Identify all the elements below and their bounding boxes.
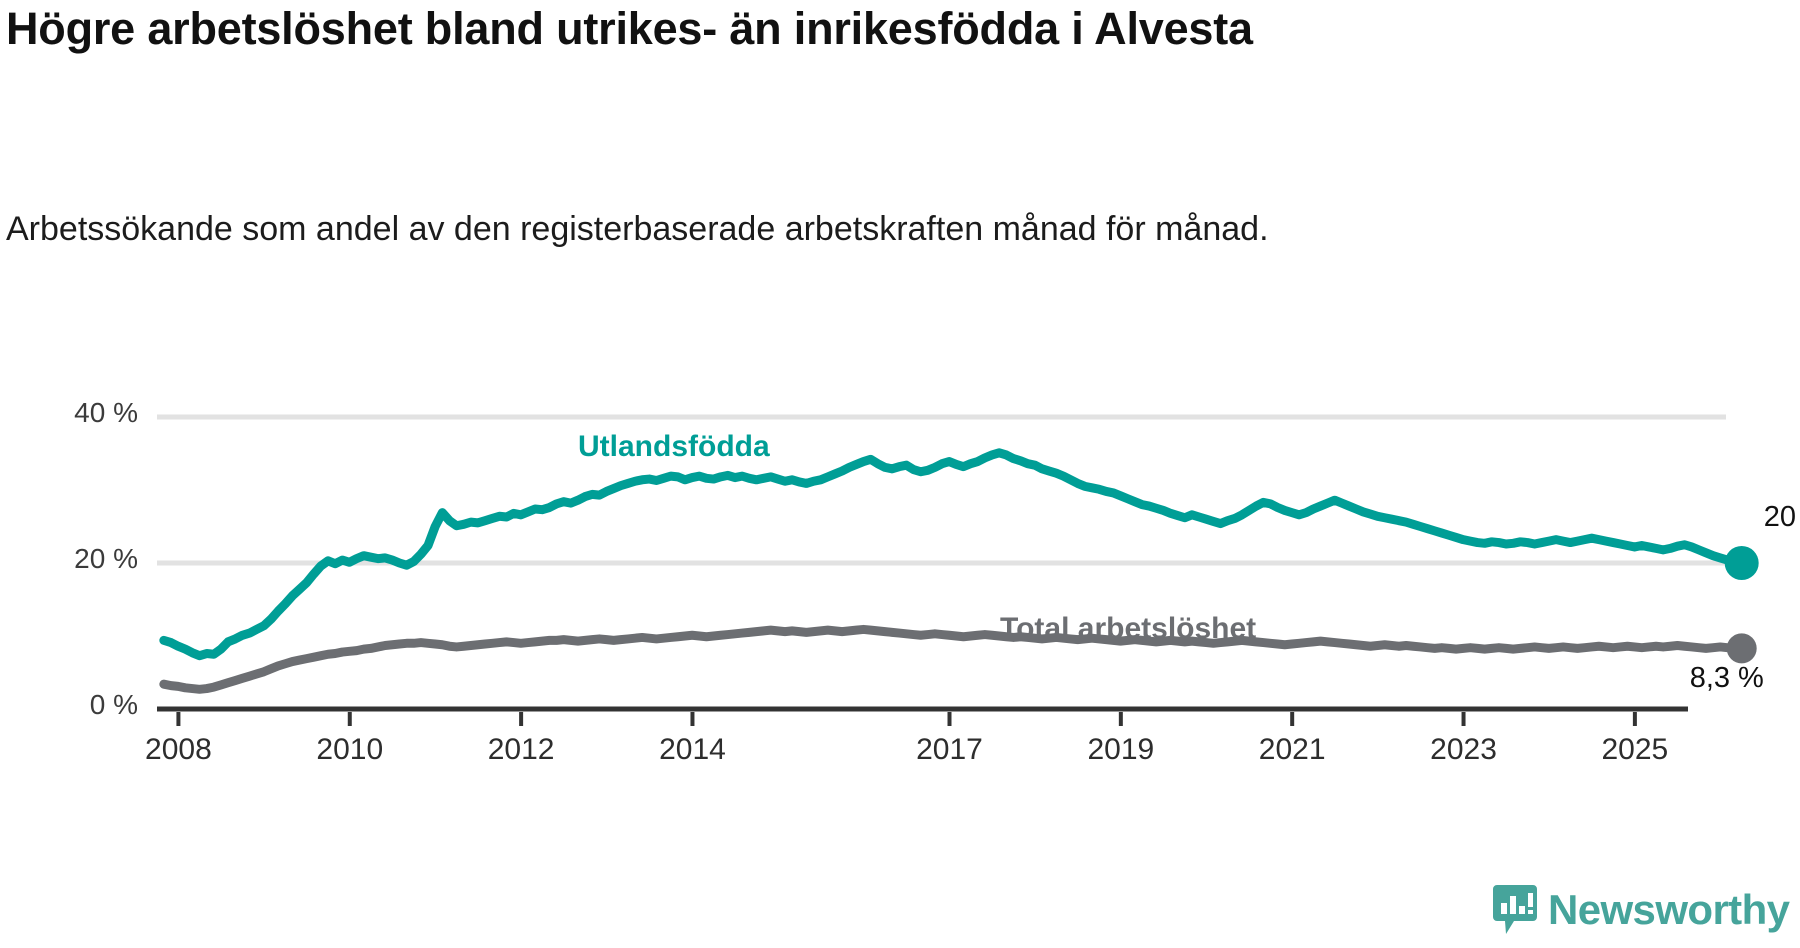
x-axis-tick-label: 2010 bbox=[316, 733, 384, 766]
x-axis-tick-label: 2012 bbox=[487, 733, 555, 766]
x-axis-ticks bbox=[176, 712, 1637, 726]
x-axis-tick-label: 2019 bbox=[1087, 733, 1155, 766]
y-axis-tick-label: 0 % bbox=[89, 689, 138, 720]
x-axis-tick-label: 2017 bbox=[916, 733, 983, 766]
newsworthy-wordmark: Newsworthy bbox=[1548, 886, 1790, 933]
y-axis-tick-label: 40 % bbox=[74, 397, 138, 428]
newsworthy-logo: Newsworthy bbox=[1492, 884, 1790, 936]
chart-title: Högre arbetslöshet bland utrikes- än inr… bbox=[6, 3, 1253, 54]
x-axis-tick-label: 2008 bbox=[145, 733, 212, 766]
x-axis-tick-label: 2025 bbox=[1601, 733, 1669, 766]
series-label-foreign: Utlandsfödda bbox=[578, 430, 770, 463]
series-line-foreign bbox=[159, 448, 1747, 661]
endpoint-value-total: 8,3 % bbox=[1689, 662, 1764, 695]
endpoint-value-foreign: 20 % bbox=[1763, 501, 1800, 533]
series-endpoint-total bbox=[1726, 633, 1757, 664]
y-axis-tick-label: 20 % bbox=[74, 543, 138, 574]
x-axis-tick-label: 2021 bbox=[1258, 733, 1326, 766]
newsworthy-bars-icon bbox=[1492, 884, 1538, 936]
series-line-total bbox=[159, 624, 1747, 694]
series-label-total: Total arbetslöshet bbox=[1000, 612, 1257, 645]
series-endpoint-foreign bbox=[1724, 546, 1759, 580]
x-axis-tick-label: 2023 bbox=[1430, 733, 1497, 766]
x-axis-tick-label: 2014 bbox=[659, 733, 726, 766]
chart-subtitle: Arbetssökande som andel av den registerb… bbox=[6, 210, 1269, 248]
